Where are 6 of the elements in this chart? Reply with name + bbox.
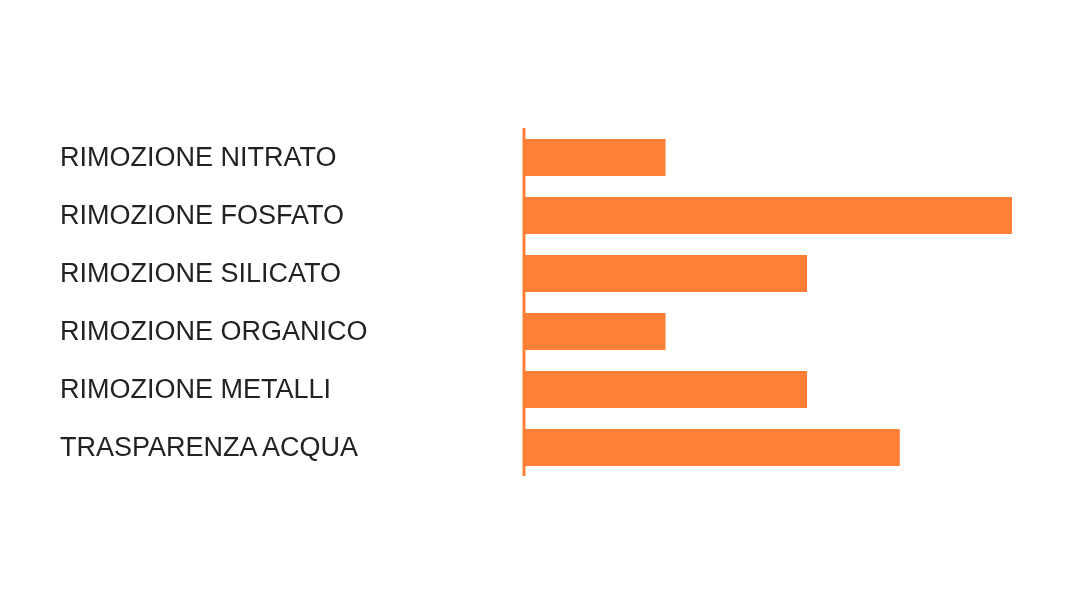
y-tick-label: RIMOZIONE METALLI [60,374,332,404]
y-tick-label: TRASPARENZA ACQUA [60,432,359,462]
y-tick-label: RIMOZIONE NITRATO [60,142,337,172]
y-tick-label: RIMOZIONE ORGANICO [60,316,368,346]
y-tick-label: RIMOZIONE FOSFATO [60,200,345,230]
y-tick-label: RIMOZIONE SILICATO [60,258,342,288]
